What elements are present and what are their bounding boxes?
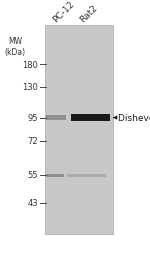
Bar bbox=[71, 114, 110, 122]
Text: 95: 95 bbox=[28, 114, 38, 123]
Text: 130: 130 bbox=[22, 83, 38, 92]
Text: PC-12: PC-12 bbox=[51, 0, 76, 24]
Bar bbox=[67, 174, 106, 177]
Text: 43: 43 bbox=[28, 199, 38, 208]
Text: Rat2: Rat2 bbox=[78, 3, 99, 24]
Text: 55: 55 bbox=[28, 171, 38, 180]
Text: 180: 180 bbox=[22, 60, 38, 69]
Text: MW
(kDa): MW (kDa) bbox=[4, 37, 26, 57]
Bar bbox=[46, 174, 64, 178]
Text: 72: 72 bbox=[28, 136, 38, 146]
Text: Dishevelled 2: Dishevelled 2 bbox=[118, 114, 150, 123]
Bar bbox=[45, 25, 112, 234]
Bar bbox=[46, 115, 66, 121]
